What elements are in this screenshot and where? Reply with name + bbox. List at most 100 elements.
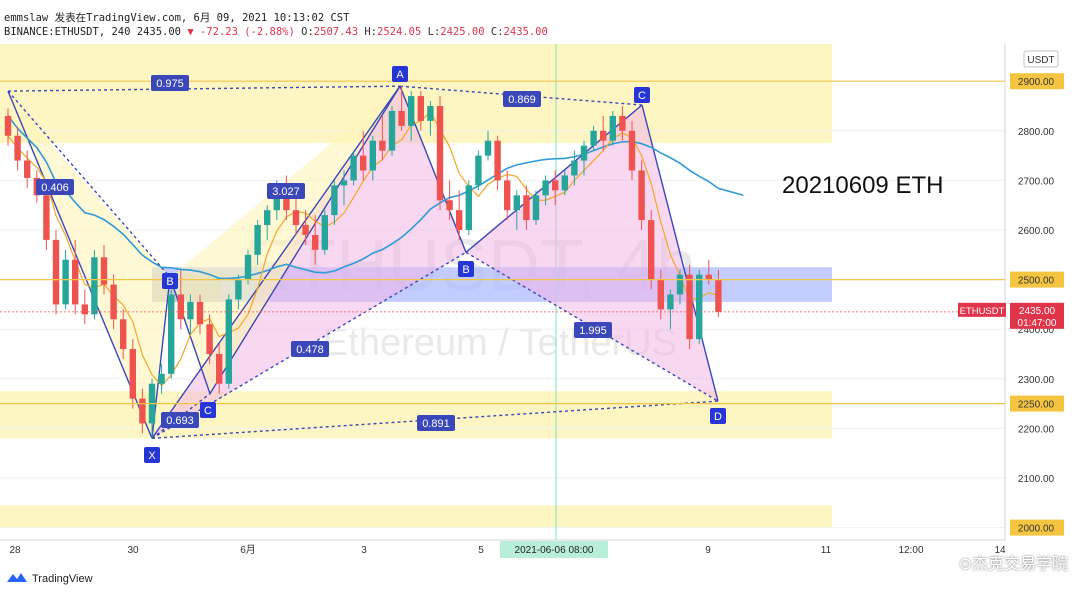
candle-body — [676, 274, 684, 295]
leg-cd — [641, 104, 719, 402]
price-tick-label: 2900.00 — [1018, 77, 1055, 88]
candle-body — [427, 106, 434, 121]
ratio-label-bg — [161, 412, 199, 428]
candle-body — [177, 294, 184, 320]
candle-body — [168, 294, 175, 374]
candle-body — [302, 225, 309, 235]
price-axis-bg — [1005, 0, 1080, 600]
candle-body — [340, 180, 348, 186]
candle-body — [600, 130, 607, 141]
ratio-label: 0.406 — [41, 182, 69, 194]
candle-body — [705, 274, 712, 280]
candle-body — [312, 234, 319, 250]
candle-body — [475, 155, 482, 186]
candle-body — [696, 274, 703, 340]
pattern-point-a: A — [396, 69, 404, 81]
time-tick-label: 9 — [705, 545, 711, 556]
candle-body — [331, 185, 338, 216]
high-label: H: — [364, 26, 378, 38]
candle-body — [254, 225, 261, 255]
ratio-label: 0.869 — [508, 94, 536, 106]
ratio-label-bg — [503, 91, 541, 107]
left-ratio-top — [7, 85, 401, 92]
publisher-line: emmslaw 发表在TradingView.com, 6月 09, 2021 … — [4, 12, 350, 24]
pattern-point-b-bg — [458, 261, 474, 277]
bottom-zone — [0, 505, 832, 528]
candle-body — [456, 210, 463, 230]
pattern-point-c: C — [638, 90, 646, 102]
left-leg-1 — [7, 90, 153, 439]
pattern-point-a-bg — [392, 66, 408, 82]
time-tick-label: 28 — [9, 545, 21, 556]
candle-body — [398, 110, 405, 126]
candle-body — [532, 195, 540, 221]
candle-body — [129, 349, 136, 399]
candle-body — [542, 180, 549, 196]
candle-body — [206, 324, 213, 354]
ratio-label: 0.975 — [156, 78, 184, 90]
candle-body — [379, 140, 386, 151]
ratio-label: 1.995 — [579, 325, 607, 337]
high-value: 2524.05 — [377, 26, 422, 38]
candle-body — [81, 304, 88, 315]
candle-body — [321, 215, 328, 250]
open-value: 2507.43 — [313, 26, 359, 38]
candle-body — [91, 257, 98, 315]
pattern-triangle-bcd — [466, 105, 718, 402]
candle-body — [667, 294, 674, 310]
price-tick-label: 2200.00 — [1018, 424, 1055, 435]
time-tick-label: 12:00 — [898, 545, 923, 556]
close-label: C: — [490, 26, 504, 38]
candle-body — [360, 155, 367, 171]
candle-body — [446, 200, 453, 211]
demand-zone — [0, 391, 832, 439]
price-tick-label: 2800.00 — [1018, 127, 1055, 138]
price-tick-label: 2700.00 — [1018, 176, 1055, 187]
annotation-title: 20210609 ETH — [782, 172, 943, 199]
last-price-bg — [1010, 302, 1064, 329]
candle-body — [484, 140, 492, 156]
tradingview-logo[interactable]: TradingView — [6, 571, 93, 586]
ratio-label-bg — [267, 183, 305, 199]
ratio-label: 0.891 — [422, 418, 450, 430]
candle-body — [590, 130, 597, 146]
candle-body — [43, 195, 50, 240]
last-price-symbol-bg — [958, 302, 1006, 317]
ratio-label: 3.027 — [272, 186, 300, 198]
ratio-label-bg — [574, 322, 612, 338]
brand-watermark: ⊙杰克交易学院 — [958, 554, 1068, 573]
pattern-point-b: B — [462, 264, 469, 276]
candle-body — [187, 301, 194, 320]
left-pattern-point-c: C — [204, 405, 212, 417]
pattern-point-x-bg — [144, 447, 160, 463]
candle-body — [628, 130, 636, 171]
ma-fast-line — [7, 110, 719, 387]
pattern-point-d-bg — [710, 408, 726, 424]
price-tick-label: 2250.00 — [1018, 400, 1055, 411]
candle-body — [369, 140, 376, 171]
tradingview-logo-icon — [6, 571, 28, 586]
last-price-symbol: ETHUSDT — [960, 306, 1005, 317]
time-tick-label: 14 — [994, 545, 1006, 556]
candle-body — [513, 195, 520, 211]
left-pattern-point-b: B — [166, 276, 173, 288]
candle-body — [494, 140, 501, 181]
candle-body — [523, 195, 530, 221]
candle-body — [14, 135, 21, 161]
candle-body — [120, 319, 127, 350]
candle-body — [388, 110, 396, 151]
candle-body — [196, 301, 204, 325]
candle-body — [619, 115, 626, 131]
candle-body — [292, 210, 300, 226]
candle-body — [350, 155, 357, 181]
time-tick-label: 3 — [361, 545, 367, 556]
candle-body — [648, 220, 655, 280]
ratio-label-bg — [151, 75, 189, 91]
time-tick-label: 30 — [127, 545, 139, 556]
candle-body — [436, 106, 444, 201]
candle-body — [100, 257, 108, 285]
price-tick-label: 2500.00 — [1018, 276, 1055, 287]
candle-body — [609, 115, 616, 141]
